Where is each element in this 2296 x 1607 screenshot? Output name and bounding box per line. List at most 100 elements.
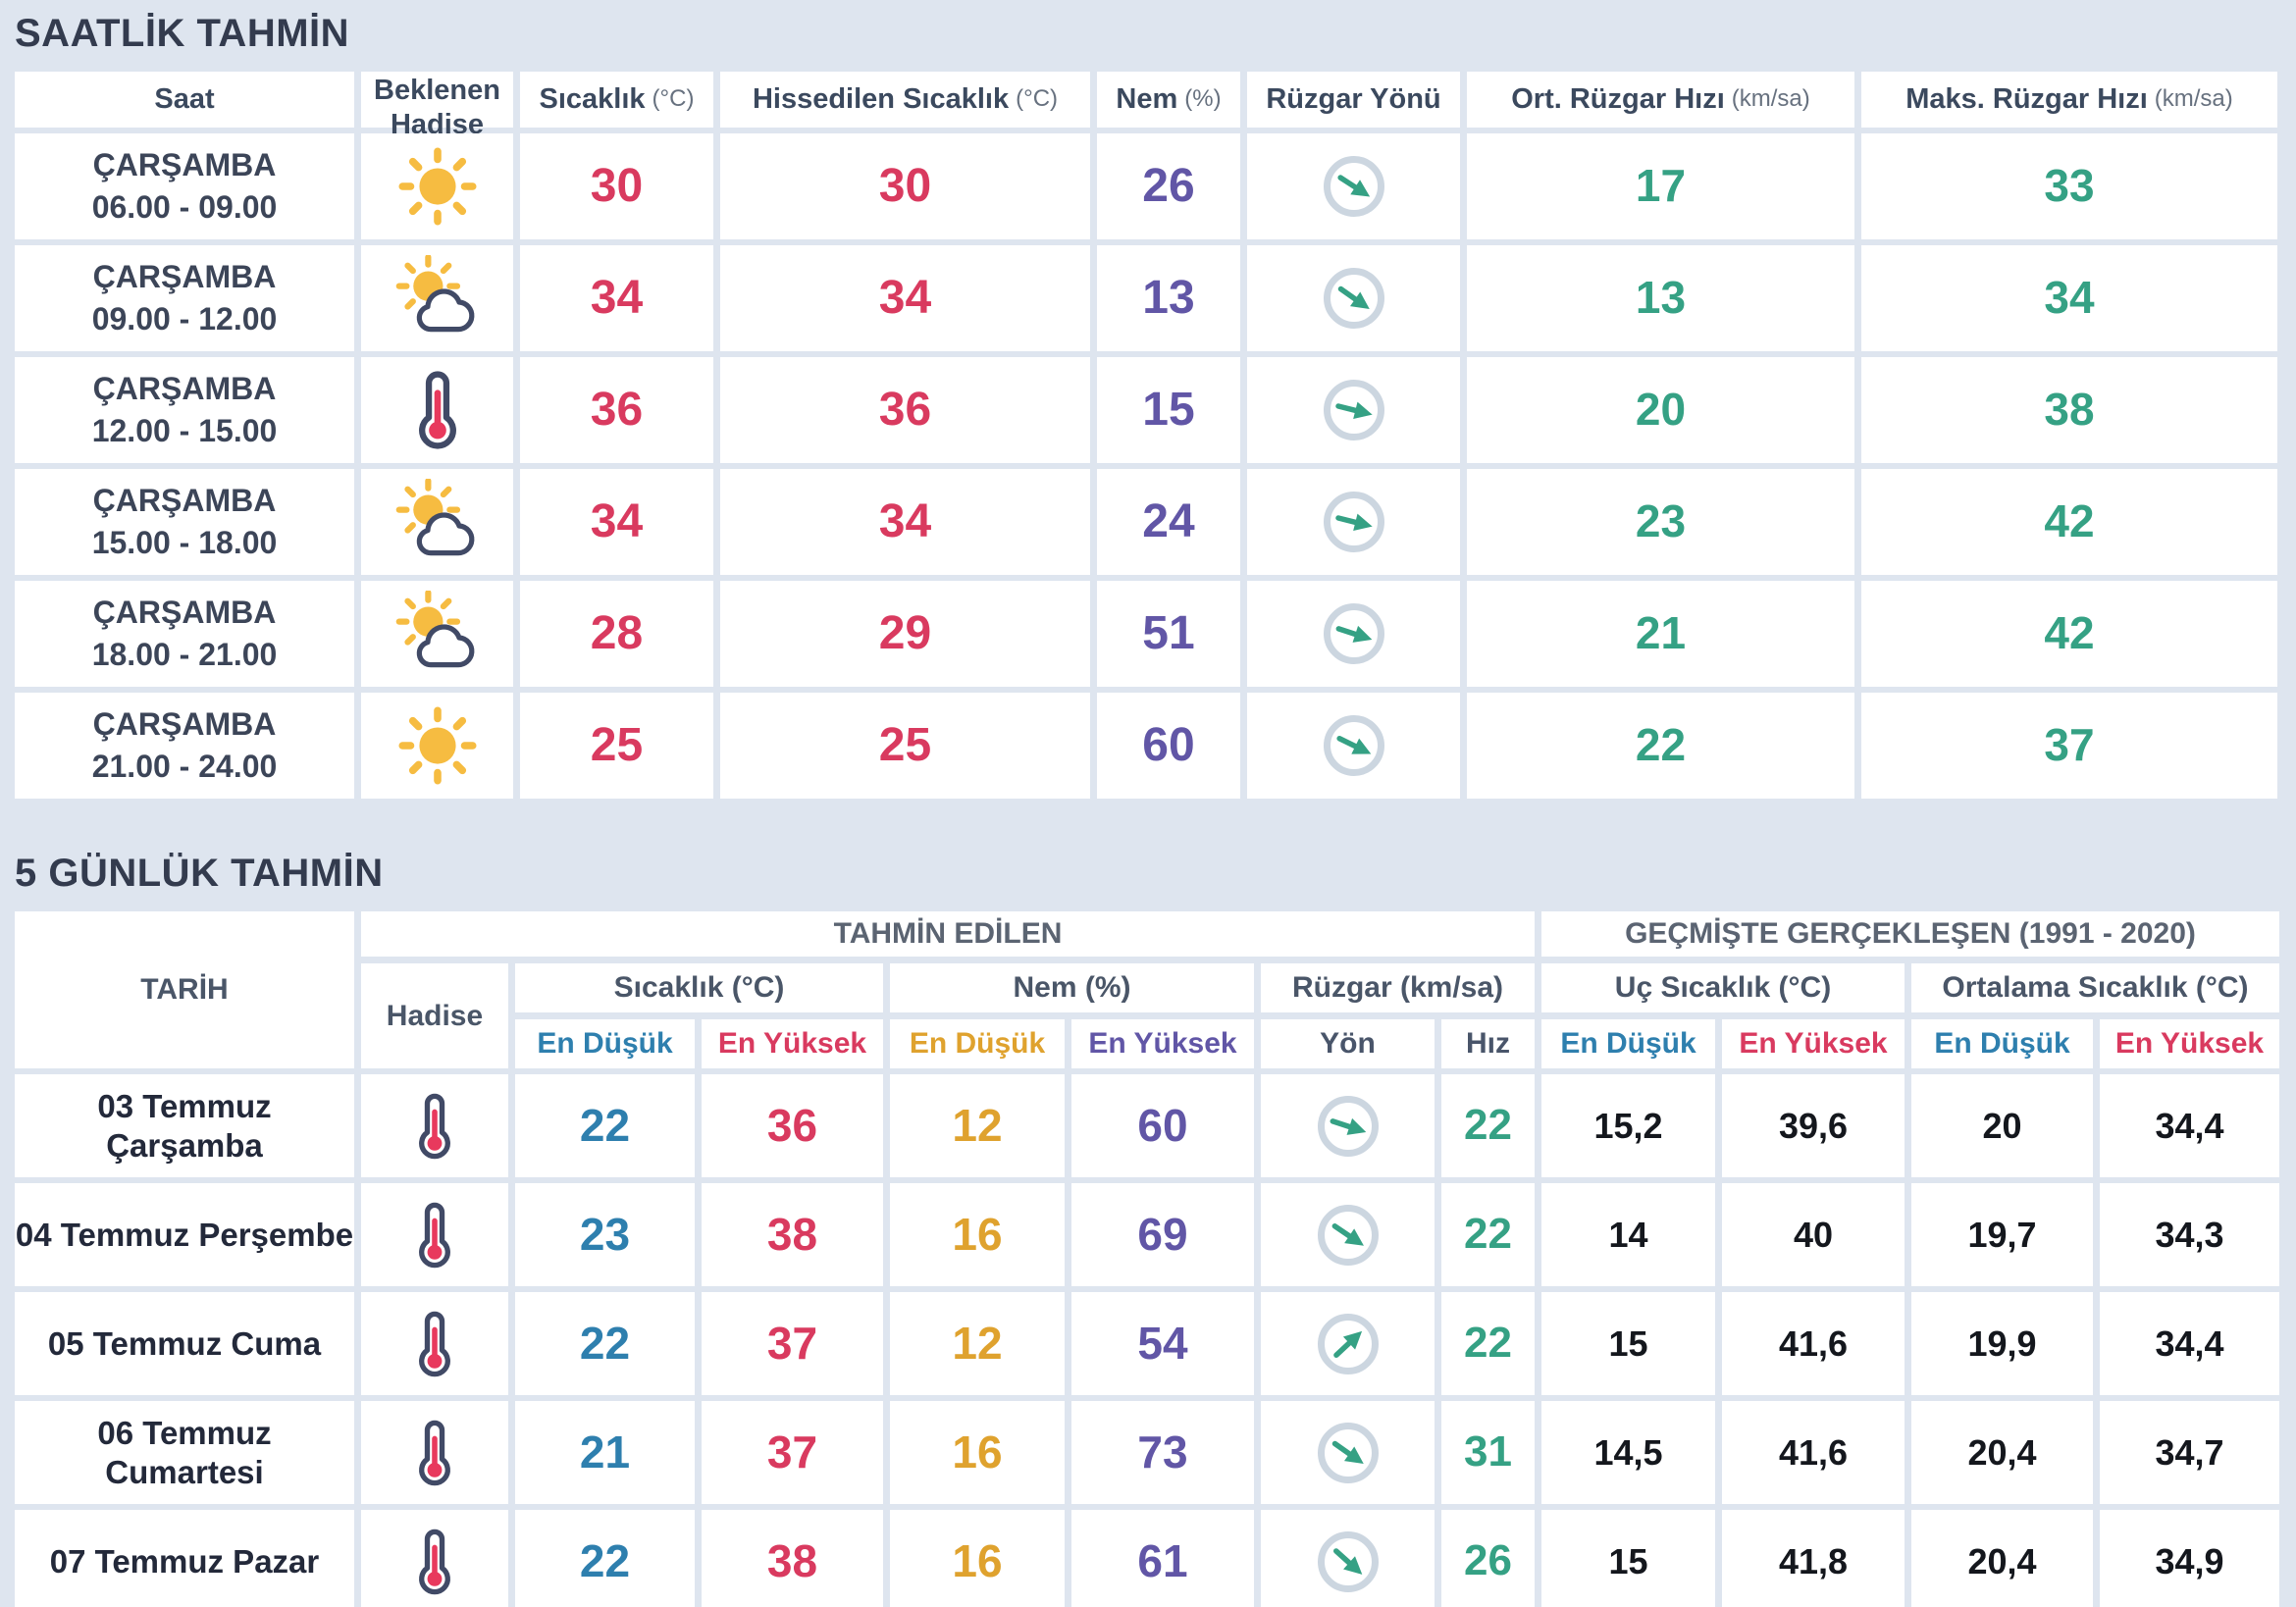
- group-header-temperature: Sıcaklık (°C): [515, 963, 883, 1012]
- humidity-value: 60: [1097, 693, 1240, 799]
- min-humidity-value: 16: [890, 1183, 1065, 1286]
- col-header-temp-min: En Düşük: [515, 1019, 695, 1068]
- group-header-historical: GEÇMİŞTE GERÇEKLEŞEN (1991 - 2020): [1541, 911, 2279, 957]
- temperature-value: 36: [520, 357, 713, 463]
- average-min-value: 20,4: [1911, 1401, 2093, 1504]
- condition-cell: [361, 469, 513, 575]
- average-min-value: 19,9: [1911, 1292, 2093, 1395]
- average-max-value: 34,9: [2100, 1510, 2279, 1607]
- condition-cell: [361, 581, 513, 687]
- daily-forecast-table-header: TARİH TAHMİN EDİLEN GEÇMİŞTE GERÇEKLEŞEN…: [15, 911, 2281, 1068]
- feels-like-value: 30: [720, 133, 1090, 239]
- thermometer-icon: [398, 1417, 471, 1489]
- wind-direction-cell: [1261, 1292, 1435, 1395]
- condition-cell: [361, 1183, 508, 1286]
- time-slot-cell: ÇARŞAMBA 06.00 - 09.00: [15, 133, 354, 239]
- feels-like-value: 34: [720, 245, 1090, 351]
- condition-cell: [361, 693, 513, 799]
- min-temperature-value: 22: [515, 1074, 695, 1177]
- temperature-value: 30: [520, 133, 713, 239]
- condition-cell: [361, 1074, 508, 1177]
- thermometer-icon: [394, 367, 481, 453]
- wind-direction-cell: [1261, 1074, 1435, 1177]
- min-humidity-value: 16: [890, 1401, 1065, 1504]
- max-wind-speed-value: 42: [1861, 469, 2277, 575]
- max-wind-speed-value: 34: [1861, 245, 2277, 351]
- min-humidity-value: 12: [890, 1292, 1065, 1395]
- average-max-value: 34,4: [2100, 1074, 2279, 1177]
- col-header-nem: Nem (%): [1097, 72, 1240, 128]
- max-humidity-value: 60: [1071, 1074, 1254, 1177]
- humidity-value: 51: [1097, 581, 1240, 687]
- hourly-section-title: SAATLİK TAHMİN: [15, 12, 350, 55]
- avg-wind-speed-value: 13: [1467, 245, 1854, 351]
- group-header-humidity: Nem (%): [890, 963, 1254, 1012]
- condition-cell: [361, 1292, 508, 1395]
- wind-speed-value: 31: [1441, 1401, 1535, 1504]
- wind-direction-cell: [1247, 693, 1460, 799]
- col-header-wind-dir: Yön: [1261, 1019, 1435, 1068]
- feels-like-value: 25: [720, 693, 1090, 799]
- col-header-saat: Saat: [15, 72, 354, 128]
- max-humidity-value: 61: [1071, 1510, 1254, 1607]
- group-header-extreme-temp: Uç Sıcaklık (°C): [1541, 963, 1905, 1012]
- hourly-forecast-table: Saat Beklenen Hadise Sıcaklık (°C) Hissed…: [15, 72, 2281, 799]
- wind-direction-cell: [1247, 357, 1460, 463]
- min-humidity-value: 12: [890, 1074, 1065, 1177]
- col-header-ext-max: En Yüksek: [1722, 1019, 1905, 1068]
- temperature-value: 34: [520, 245, 713, 351]
- col-header-avg-max: En Yüksek: [2100, 1019, 2279, 1068]
- time-slot-cell: ÇARŞAMBA 09.00 - 12.00: [15, 245, 354, 351]
- extreme-min-value: 15: [1541, 1510, 1715, 1607]
- col-header-ort-ruzgar-hizi: Ort. Rüzgar Hızı (km/sa): [1467, 72, 1854, 128]
- group-header-predicted: TAHMİN EDİLEN: [361, 911, 1535, 957]
- condition-cell: [361, 1401, 508, 1504]
- col-header-avg-min: En Düşük: [1911, 1019, 2093, 1068]
- group-header-wind: Rüzgar (km/sa): [1261, 963, 1535, 1012]
- col-header-ruzgar-yonu: Rüzgar Yönü: [1247, 72, 1460, 128]
- max-wind-speed-value: 42: [1861, 581, 2277, 687]
- wind-speed-value: 22: [1441, 1183, 1535, 1286]
- min-temperature-value: 23: [515, 1183, 695, 1286]
- wind-direction-icon: [1317, 1422, 1379, 1483]
- wind-speed-value: 22: [1441, 1292, 1535, 1395]
- wind-direction-cell: [1261, 1510, 1435, 1607]
- condition-cell: [361, 357, 513, 463]
- sun-icon: [394, 143, 481, 230]
- col-header-hum-min: En Düşük: [890, 1019, 1065, 1068]
- date-cell: 04 Temmuz Perşembe: [15, 1183, 354, 1286]
- humidity-value: 26: [1097, 133, 1240, 239]
- humidity-value: 15: [1097, 357, 1240, 463]
- max-temperature-value: 37: [702, 1292, 883, 1395]
- wind-direction-icon: [1317, 1313, 1379, 1374]
- sun-cloud-icon: [394, 591, 481, 677]
- time-slot-cell: ÇARŞAMBA 15.00 - 18.00: [15, 469, 354, 575]
- date-cell: 06 Temmuz Cumartesi: [15, 1401, 354, 1504]
- extreme-min-value: 15: [1541, 1292, 1715, 1395]
- wind-direction-cell: [1261, 1401, 1435, 1504]
- max-humidity-value: 73: [1071, 1401, 1254, 1504]
- wind-direction-cell: [1247, 469, 1460, 575]
- wind-direction-icon: [1323, 492, 1384, 552]
- temperature-value: 25: [520, 693, 713, 799]
- col-header-beklenen-hadise: Beklenen Hadise: [361, 72, 513, 140]
- avg-wind-speed-value: 20: [1467, 357, 1854, 463]
- sun-cloud-icon: [394, 255, 481, 341]
- thermometer-icon: [398, 1308, 471, 1380]
- condition-cell: [361, 133, 513, 239]
- feels-like-value: 34: [720, 469, 1090, 575]
- wind-direction-icon: [1323, 380, 1384, 441]
- avg-wind-speed-value: 23: [1467, 469, 1854, 575]
- max-humidity-value: 69: [1071, 1183, 1254, 1286]
- daily-section-title: 5 GÜNLÜK TAHMİN: [15, 852, 384, 895]
- daily-forecast-table-body: 03 Temmuz Çarşamba 22 36 12 60 22 15,2 3…: [15, 1074, 2281, 1607]
- humidity-value: 24: [1097, 469, 1240, 575]
- average-min-value: 20: [1911, 1074, 2093, 1177]
- average-max-value: 34,3: [2100, 1183, 2279, 1286]
- extreme-max-value: 41,6: [1722, 1401, 1905, 1504]
- max-temperature-value: 37: [702, 1401, 883, 1504]
- date-cell: 07 Temmuz Pazar: [15, 1510, 354, 1607]
- col-header-hadise: Hadise: [361, 963, 508, 1068]
- wind-direction-icon: [1317, 1095, 1379, 1157]
